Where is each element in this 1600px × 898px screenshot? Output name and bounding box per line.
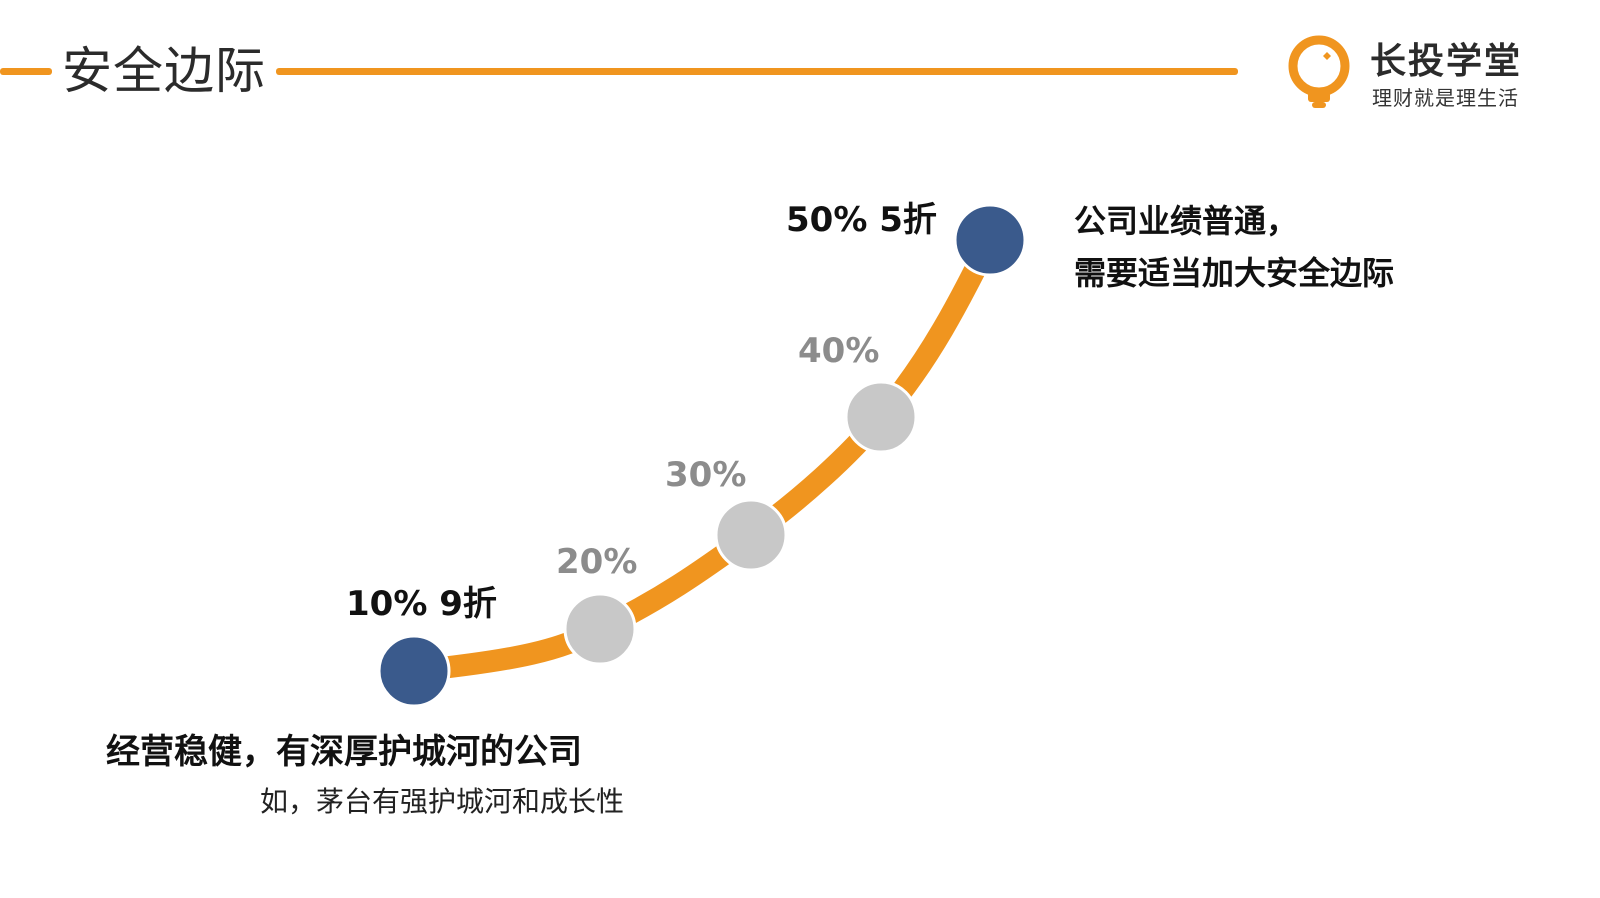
- node-30: [714, 498, 788, 572]
- high-margin-note: 公司业绩普通， 需要适当加大安全边际: [1074, 195, 1394, 299]
- node-20: [563, 592, 637, 666]
- brand-name: 长投学堂: [1370, 41, 1523, 82]
- node-label-20: 20%: [556, 542, 638, 582]
- node-40: [844, 380, 918, 454]
- node-label-50: 50% 5折: [786, 200, 937, 240]
- high-margin-note-line1: 公司业绩普通，: [1074, 202, 1299, 240]
- title-rule-left: [0, 68, 52, 75]
- node-label-10: 10% 9折: [346, 584, 497, 624]
- node-label-30: 30%: [665, 455, 747, 495]
- page-title: 安全边际: [62, 42, 266, 100]
- node-10: [377, 634, 451, 708]
- node-label-40: 40%: [798, 331, 880, 371]
- lightbulb-icon: [1288, 35, 1350, 108]
- high-margin-note-line2: 需要适当加大安全边际: [1074, 254, 1395, 292]
- title-rule-right: [276, 68, 1238, 75]
- node-50: [953, 203, 1027, 277]
- brand-slogan: 理财就是理生活: [1372, 86, 1519, 110]
- low-margin-note: 经营稳健，有深厚护城河的公司: [106, 732, 582, 772]
- low-margin-example: 如，茅台有强护城河和成长性: [259, 785, 624, 818]
